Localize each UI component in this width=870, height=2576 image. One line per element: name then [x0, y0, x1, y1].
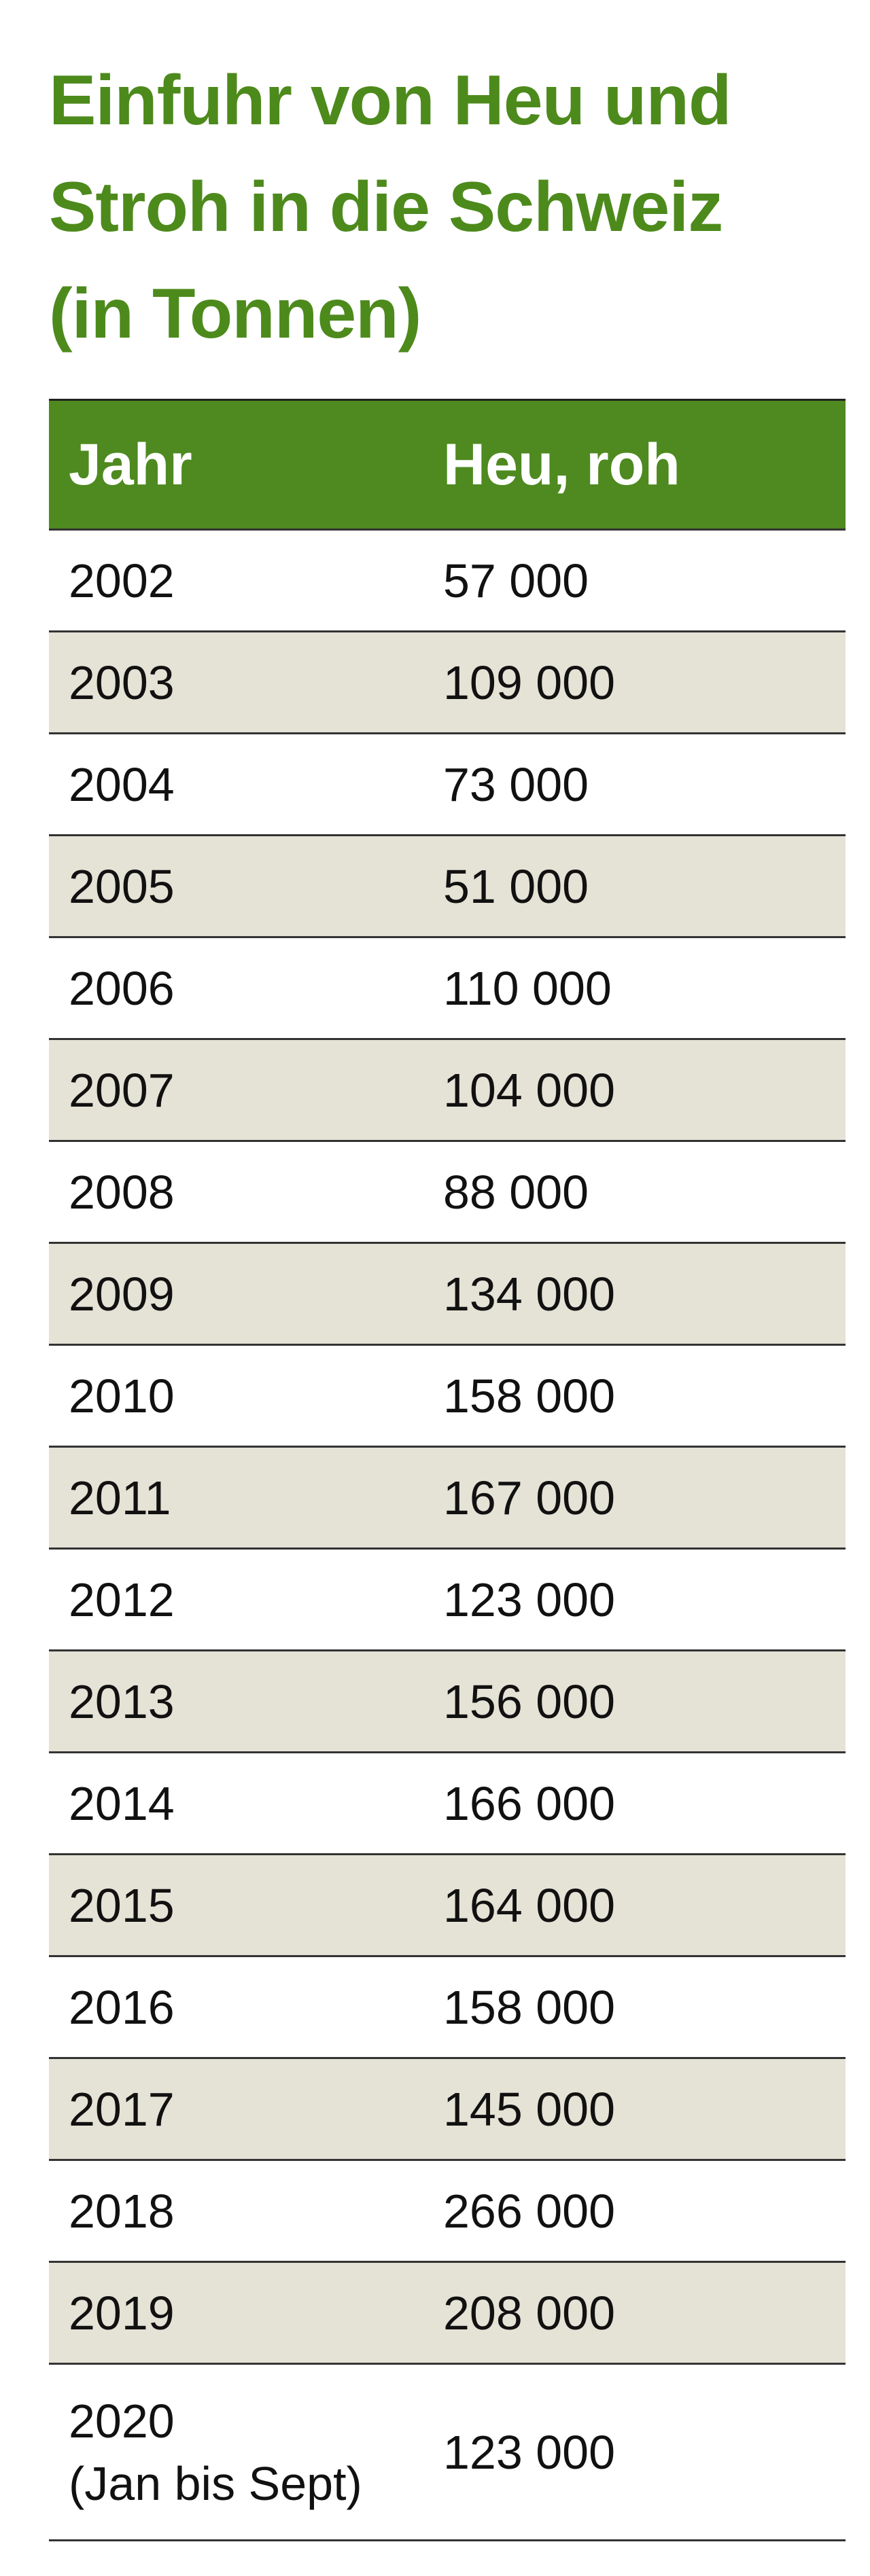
table-row: 2015 164 000 — [49, 1855, 846, 1957]
cell: 166 000 — [443, 1776, 616, 1830]
cell: 2011 — [69, 1471, 171, 1524]
table-row: 2005 51 000 — [49, 836, 846, 938]
cell: 167 000 — [443, 1471, 616, 1524]
table-row: 2008 88 000 — [49, 1142, 846, 1244]
title: Einfuhr von Heu und Stroh in die Schweiz (… — [49, 48, 732, 368]
table-row: 2004 73 000 — [49, 734, 846, 836]
cell: 158 000 — [443, 1369, 616, 1423]
cell: 2002 — [69, 554, 175, 607]
cell: 158 000 — [443, 1980, 616, 2034]
cell: 266 000 — [443, 2184, 616, 2238]
table: Jahr Heu, roh 2002 57 000 2003 109 000 2004 73 … — [49, 399, 846, 2541]
table-row: 2016 158 000 — [49, 1957, 846, 2059]
table-row: 2017 145 000 — [49, 2059, 846, 2161]
table-row: 2014 166 000 — [49, 1753, 846, 1855]
cell: 88 000 — [443, 1165, 589, 1219]
cell: 2009 — [69, 1267, 175, 1321]
cell: 145 000 — [443, 2082, 616, 2136]
header-cell: Heu, roh — [443, 431, 680, 497]
table-row: 2007 104 000 — [49, 1040, 846, 1142]
table-row: 2009 134 000 — [49, 1244, 846, 1346]
table-row: 2012 123 000 — [49, 1550, 846, 1651]
cell: 156 000 — [443, 1675, 616, 1728]
cell: 2020 (Jan bis Sept) — [69, 2394, 362, 2510]
table-row: 2018 266 000 — [49, 2161, 846, 2263]
cell: 123 000 — [443, 2425, 616, 2479]
cell: 73 000 — [443, 757, 589, 811]
header-row: Jahr Heu, roh — [49, 401, 846, 531]
cell: 208 000 — [443, 2286, 616, 2340]
cell: 109 000 — [443, 656, 616, 709]
cell: 2019 — [69, 2286, 175, 2340]
cell: 2018 — [69, 2184, 175, 2238]
cell: 2015 — [69, 1878, 175, 1932]
cell: 2012 — [69, 1573, 175, 1626]
cell: 110 000 — [443, 961, 612, 1015]
title-line: Stroh in die Schweiz — [49, 168, 723, 247]
table-row: 2020 (Jan bis Sept) 123 000 — [49, 2365, 846, 2541]
cell: 134 000 — [443, 1267, 616, 1321]
cell: 2004 — [69, 757, 175, 811]
cell: 164 000 — [443, 1878, 616, 1932]
cell: 2013 — [69, 1675, 175, 1728]
title-line: (in Tonnen) — [49, 274, 421, 353]
cell: 2016 — [69, 1980, 175, 2034]
cell: 2006 — [69, 961, 175, 1015]
table-row: 2002 57 000 — [49, 531, 846, 632]
table-row: 2011 167 000 — [49, 1448, 846, 1550]
cell: 2003 — [69, 656, 175, 709]
cell: 57 000 — [443, 554, 589, 607]
cell: 51 000 — [443, 859, 589, 913]
title-line: Einfuhr von Heu und — [49, 61, 732, 140]
cell: 123 000 — [443, 1573, 616, 1626]
cell: 2005 — [69, 859, 175, 913]
table-row: 2010 158 000 — [49, 1346, 846, 1448]
table-row: 2019 208 000 — [49, 2263, 846, 2365]
table-row: 2006 110 000 — [49, 938, 846, 1040]
header-cell: Jahr — [69, 431, 192, 497]
cell: 2017 — [69, 2082, 175, 2136]
cell: 2008 — [69, 1165, 175, 1219]
cell: 2014 — [69, 1776, 175, 1830]
cell: 2010 — [69, 1369, 175, 1423]
cell: 2007 — [69, 1063, 175, 1117]
cell: 104 000 — [443, 1063, 616, 1117]
table-row: 2003 109 000 — [49, 632, 846, 734]
table-row: 2013 156 000 — [49, 1651, 846, 1753]
